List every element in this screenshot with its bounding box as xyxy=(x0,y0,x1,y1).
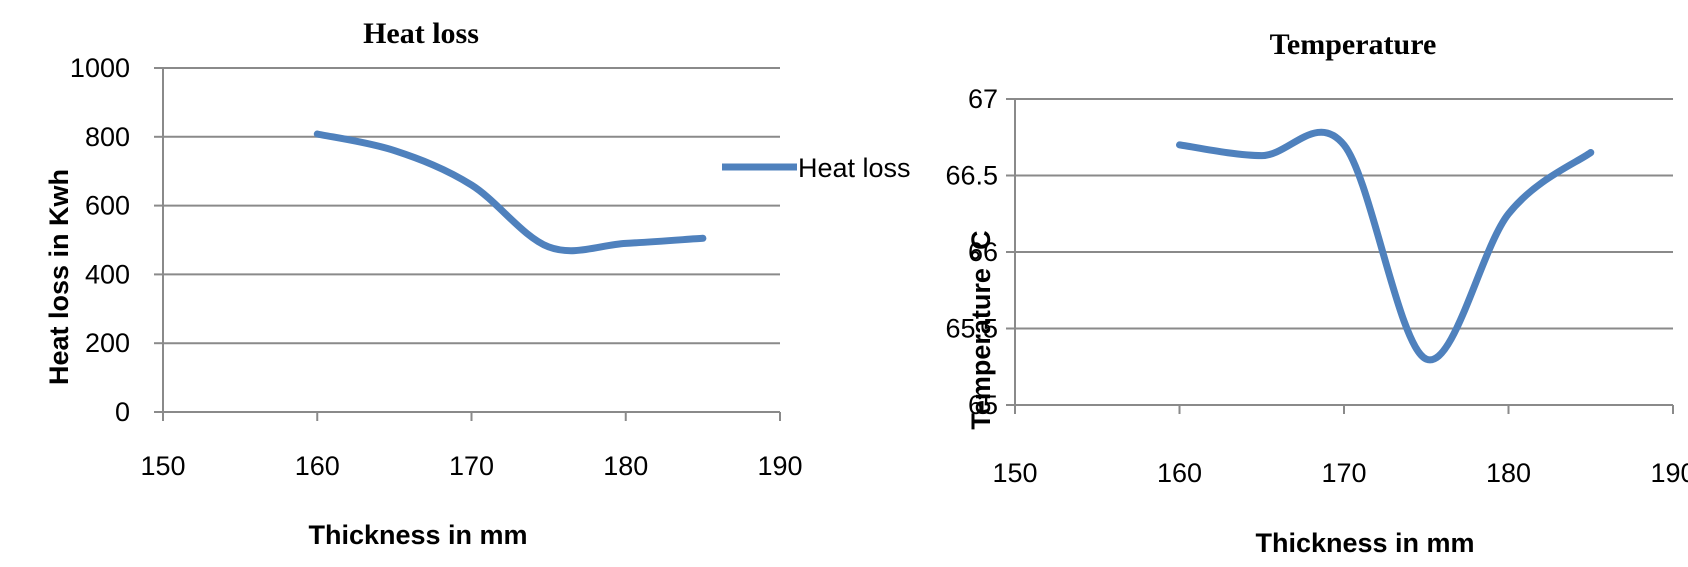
temperature-y-tick-label-4: 67 xyxy=(968,84,998,114)
temperature-y-tick-label-3: 66.5 xyxy=(945,161,998,191)
heat-loss-x-tick-label-3: 180 xyxy=(603,451,648,481)
heat-loss-gridlines xyxy=(163,67,780,345)
temperature-x-axis-title: Thickness in mm xyxy=(1255,528,1474,558)
temperature-x-tick-label-1: 160 xyxy=(1157,458,1202,488)
temperature-x-tick-label-4: 190 xyxy=(1650,458,1688,488)
heat-loss-y-ticks: 0 200 400 600 800 1000 xyxy=(70,53,163,427)
temperature-y-tick-label-0: 65 xyxy=(968,390,998,420)
temperature-chart-title: Temperature xyxy=(1270,28,1437,61)
temperature-x-ticks: 150 160 170 180 190 xyxy=(992,405,1688,488)
heat-loss-y-tick-label-5: 1000 xyxy=(70,53,130,83)
heat-loss-x-tick-label-1: 160 xyxy=(295,451,340,481)
temperature-y-axis-title: Temperature °C xyxy=(966,230,996,429)
temperature-series xyxy=(1176,128,1595,364)
heat-loss-y-tick-label-0: 0 xyxy=(115,397,130,427)
heat-loss-legend: Heat loss xyxy=(722,153,911,183)
temperature-y-ticks: 65 65.5 66 66.5 67 xyxy=(945,84,1015,420)
heat-loss-x-tick-label-4: 190 xyxy=(757,451,802,481)
temperature-series-line-0 xyxy=(1176,128,1595,364)
temperature-x-tick-label-0: 150 xyxy=(992,458,1037,488)
temperature-x-tick-label-3: 180 xyxy=(1486,458,1531,488)
heat-loss-y-tick-label-3: 600 xyxy=(85,191,130,221)
heat-loss-legend-label: Heat loss xyxy=(798,153,911,183)
heat-loss-chart: Heat loss 0 200 400 600 800 1000 150 160 170 180… xyxy=(44,17,911,550)
heat-loss-y-axis-title: Heat loss in Kwh xyxy=(44,169,74,385)
heat-loss-y-tick-label-4: 800 xyxy=(85,122,130,152)
heat-loss-y-tick-label-2: 400 xyxy=(85,259,130,289)
temperature-gridlines xyxy=(1015,98,1673,330)
heat-loss-x-axis-title: Thickness in mm xyxy=(308,520,527,550)
heat-loss-series xyxy=(313,130,707,255)
heat-loss-y-tick-label-1: 200 xyxy=(85,328,130,358)
heat-loss-x-tick-label-2: 170 xyxy=(449,451,494,481)
temperature-y-tick-label-2: 66 xyxy=(968,237,998,267)
heat-loss-x-ticks: 150 160 170 180 190 xyxy=(140,412,803,481)
heat-loss-x-tick-label-0: 150 xyxy=(140,451,185,481)
temperature-x-tick-label-2: 170 xyxy=(1321,458,1366,488)
heat-loss-series-line-0 xyxy=(313,130,707,255)
temperature-y-tick-label-1: 65.5 xyxy=(945,314,998,344)
heat-loss-chart-title: Heat loss xyxy=(363,17,479,50)
